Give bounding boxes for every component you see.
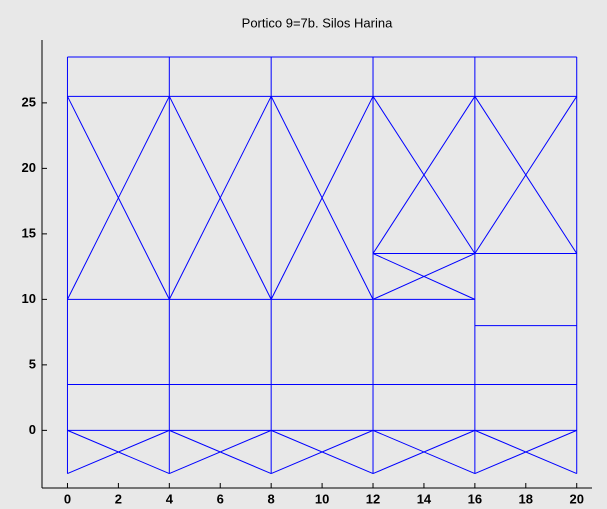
chart-title: Portico 9=7b. Silos Harina: [242, 15, 393, 30]
y-tick-label: 0: [29, 422, 36, 437]
x-tick-label: 4: [166, 491, 174, 506]
x-tick-label: 12: [366, 491, 380, 506]
x-tick-label: 8: [268, 491, 275, 506]
frame-member: [372, 429, 476, 475]
x-tick-label: 10: [315, 491, 329, 506]
x-tick-label: 0: [64, 491, 71, 506]
x-tick-label: 6: [217, 491, 224, 506]
frame-member: [474, 96, 578, 254]
frame-member: [270, 429, 374, 475]
x-tick-label: 20: [569, 491, 583, 506]
frame-member: [372, 96, 476, 254]
y-tick-label: 25: [22, 94, 36, 109]
x-tick-label: 2: [115, 491, 122, 506]
frame-member: [67, 96, 170, 300]
frame-member: [474, 429, 577, 475]
y-tick-label: 5: [29, 356, 36, 371]
x-tick-label: 18: [519, 491, 533, 506]
frame-member: [168, 96, 272, 300]
y-tick-label: 15: [22, 225, 36, 240]
x-tick-label: 14: [417, 491, 432, 506]
y-tick-label: 20: [22, 160, 36, 175]
frame-member: [372, 253, 476, 300]
frame-member: [67, 429, 170, 475]
frame-member: [169, 429, 272, 475]
y-tick-label: 10: [22, 291, 36, 306]
frame-member: [270, 96, 374, 300]
x-tick-label: 16: [468, 491, 482, 506]
